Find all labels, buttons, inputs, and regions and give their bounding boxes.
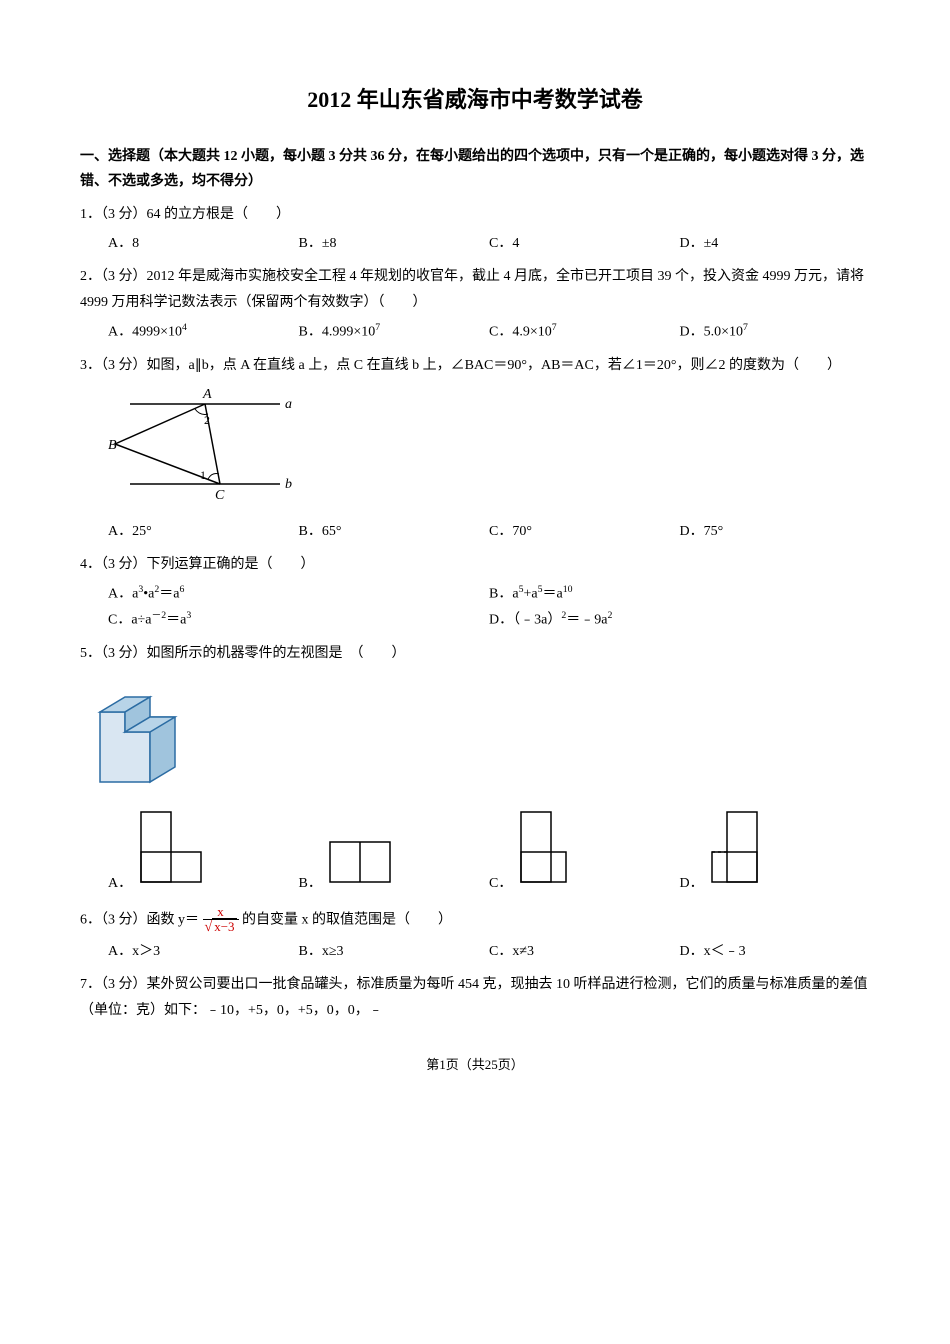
q4b-1: B．a [489,587,519,602]
q5d-label: D． [680,876,704,891]
q4a-2: •a [143,587,154,602]
q4-opt-d: D．（﹣3a）2＝﹣9a2 [489,607,870,633]
q4-options: A．a3•a2＝a6 B．a5+a5＝a10 C．a÷a－2＝a3 D．（﹣3a… [108,581,870,633]
q2a-pre: A．4999×10 [108,324,182,339]
q5-options: A． B． C． D． [108,807,870,896]
q3-label-b: b [285,477,292,492]
q6-stem: 6．（3 分）函数 y＝ x √x−3 的自变量 x 的取值范围是（ ） [80,905,870,936]
q3-angle1: 1 [200,468,206,482]
q4c-s2: 3 [186,610,191,621]
q2c-sup: 7 [552,322,557,333]
q2-opt-b: B．4.999×107 [299,319,490,345]
q4c-s1: －2 [151,610,166,621]
q6-post: 的自变量 x 的取值范围是（ ） [242,912,452,927]
q4b-2: +a [523,587,537,602]
q3-label-B: B [108,438,117,453]
q4b-s3: 10 [563,584,573,595]
q4a-s3: 6 [179,584,184,595]
q3-options: A．25° B．65° C．70° D．75° [108,519,870,544]
q3-stem: 3．（3 分）如图，a∥b，点 A 在直线 a 上，点 C 在直线 b 上，∠B… [80,353,870,378]
q4d-1: D．（﹣3a） [489,613,561,628]
q5b-label: B． [299,876,322,891]
q3-angle2: 2 [204,413,210,427]
q5a-label: A． [108,876,132,891]
q4a-1: A．a [108,587,138,602]
q6-opt-a: A．x＞3 [108,939,299,964]
page-footer: 第1页（共25页） [80,1053,870,1076]
q2b-sup: 7 [375,322,380,333]
q3-label-a: a [285,397,292,412]
q4-opt-c: C．a÷a－2＝a3 [108,607,489,633]
q5-opt-c: C． [489,807,680,896]
q4-stem: 4．（3 分）下列运算正确的是（ ） [80,552,870,577]
q5c-icon [516,807,571,887]
q3-figure: A B C a b 2 1 [100,384,870,513]
q6-opt-b: B．x≥3 [299,939,490,964]
section-heading: 一、选择题（本大题共 12 小题，每小题 3 分共 36 分，在每小题给出的四个… [80,144,870,194]
q1-stem: 1．（3 分）64 的立方根是（ ） [80,202,870,227]
q2a-sup: 4 [182,322,187,333]
q3-opt-b: B．65° [299,519,490,544]
q5b-icon [325,837,395,887]
q3-opt-c: C．70° [489,519,680,544]
q4c-2: ＝a [166,613,186,628]
q2c-pre: C．4.9×10 [489,324,552,339]
q6-pre: 6．（3 分）函数 y＝ [80,912,199,927]
q2-opt-a: A．4999×104 [108,319,299,345]
q2-stem: 2．（3 分）2012 年是威海市实施校安全工程 4 年规划的收官年，截止 4 … [80,264,870,314]
q5a-icon [136,807,206,887]
q1-opt-b: B．±8 [299,231,490,256]
q5-3d-figure [80,672,870,801]
q5-stem: 5．（3 分）如图所示的机器零件的左视图是 （ ） [80,641,870,666]
q5-opt-a: A． [108,807,299,896]
q4a-3: ＝a [159,587,179,602]
q5d-icon [707,807,762,887]
q6-opt-c: C．x≠3 [489,939,680,964]
q4b-3: ＝a [542,587,562,602]
q4d-2: ＝﹣9a [566,613,607,628]
q2d-pre: D．5.0×10 [680,324,744,339]
q2-opt-d: D．5.0×107 [680,319,871,345]
q3-opt-d: D．75° [680,519,871,544]
q1-options: A．8 B．±8 C．4 D．±4 [108,231,870,256]
q1-opt-c: C．4 [489,231,680,256]
q4c-1: C．a÷a [108,613,151,628]
q4-opt-a: A．a3•a2＝a6 [108,581,489,607]
q2b-pre: B．4.999×10 [299,324,376,339]
q6-den: x−3 [212,918,236,934]
q4d-s2: 2 [607,610,612,621]
q5c-label: C． [489,876,512,891]
q5-opt-d: D． [680,807,871,896]
page-title: 2012 年山东省威海市中考数学试卷 [80,80,870,120]
q3-label-A: A [202,387,212,402]
q2-opt-c: C．4.9×107 [489,319,680,345]
q2-options: A．4999×104 B．4.999×107 C．4.9×107 D．5.0×1… [108,319,870,345]
q3-label-C: C [215,488,225,503]
q4-opt-b: B．a5+a5＝a10 [489,581,870,607]
q6-fraction: x √x−3 [203,905,239,936]
q1-opt-a: A．8 [108,231,299,256]
q6-options: A．x＞3 B．x≥3 C．x≠3 D．x＜﹣3 [108,939,870,964]
q3-opt-a: A．25° [108,519,299,544]
q2d-sup: 7 [743,322,748,333]
q6-opt-d: D．x＜﹣3 [680,939,871,964]
q1-opt-d: D．±4 [680,231,871,256]
q5-opt-b: B． [299,837,490,896]
q7-stem: 7．（3 分）某外贸公司要出口一批食品罐头，标准质量为每听 454 克，现抽去 … [80,972,870,1022]
